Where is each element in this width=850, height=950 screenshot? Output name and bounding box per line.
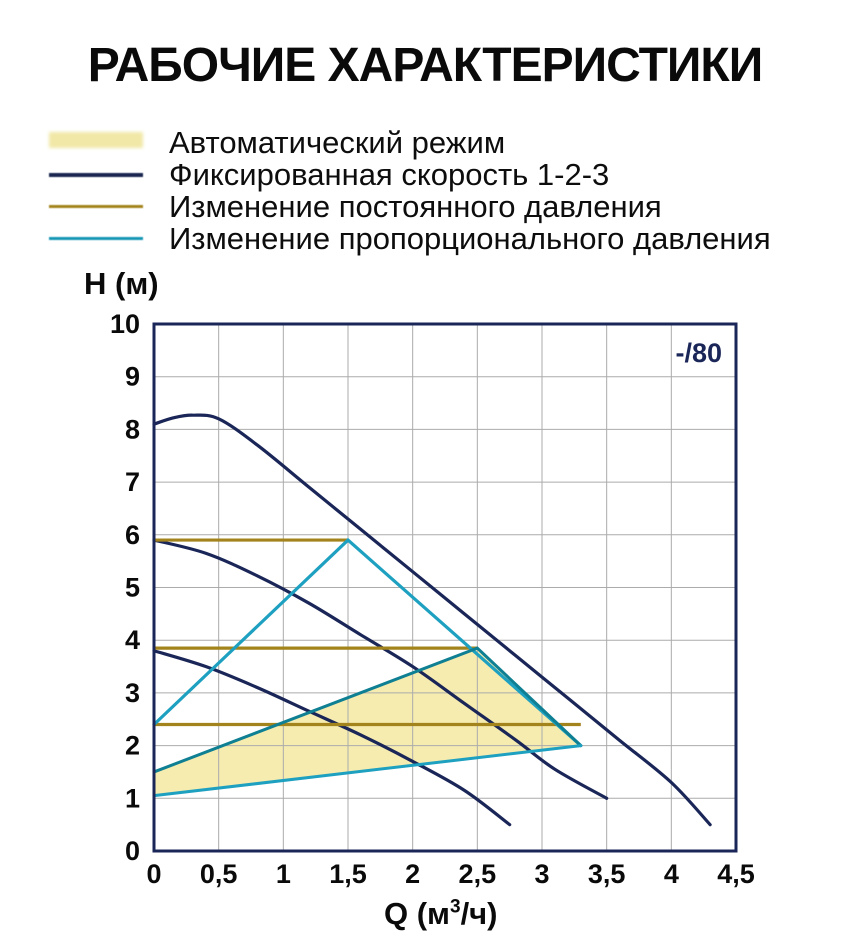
svg-text:2: 2 <box>125 731 140 761</box>
svg-text:0: 0 <box>125 836 140 866</box>
svg-text:10: 10 <box>110 309 140 339</box>
svg-text:4: 4 <box>125 625 140 655</box>
svg-text:4: 4 <box>664 859 679 889</box>
svg-text:2: 2 <box>405 859 420 889</box>
svg-text:2,5: 2,5 <box>459 859 497 889</box>
svg-text:7: 7 <box>125 467 140 497</box>
svg-text:1,5: 1,5 <box>329 859 367 889</box>
svg-text:4,5: 4,5 <box>717 859 755 889</box>
svg-text:1: 1 <box>125 783 140 813</box>
svg-text:0,5: 0,5 <box>200 859 238 889</box>
svg-text:9: 9 <box>125 362 140 392</box>
svg-text:-/80: -/80 <box>675 338 722 368</box>
svg-text:3: 3 <box>125 678 140 708</box>
svg-text:8: 8 <box>125 414 140 444</box>
svg-text:5: 5 <box>125 573 140 603</box>
svg-text:0: 0 <box>146 859 161 889</box>
svg-text:3,5: 3,5 <box>588 859 626 889</box>
svg-text:1: 1 <box>276 859 291 889</box>
svg-text:3: 3 <box>534 859 549 889</box>
svg-text:6: 6 <box>125 520 140 550</box>
